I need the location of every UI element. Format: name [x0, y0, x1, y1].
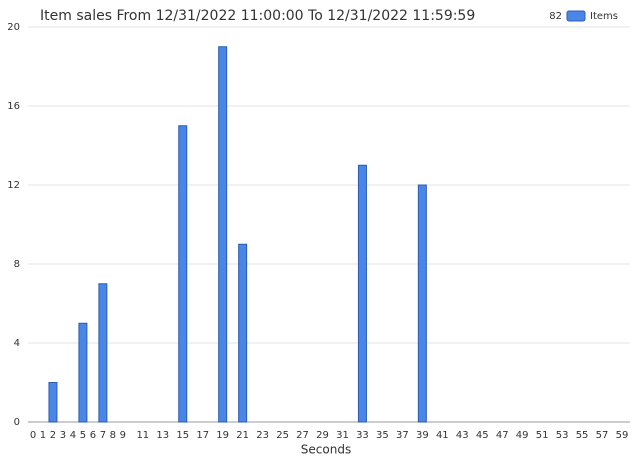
x-tick-label: 57: [596, 430, 609, 441]
bar: [218, 46, 228, 423]
y-tick-label: 12: [7, 180, 20, 191]
x-tick-label: 59: [616, 430, 629, 441]
y-tick-label: 16: [7, 101, 20, 112]
x-tick-label: 3: [60, 430, 66, 441]
x-tick-label: 4: [70, 430, 76, 441]
bar: [178, 125, 188, 423]
x-tick-label: 15: [176, 430, 189, 441]
y-tick-label: 8: [14, 259, 20, 270]
x-tick-label: 27: [296, 430, 309, 441]
legend-label: Items: [590, 11, 618, 22]
x-tick-label: 31: [336, 430, 349, 441]
legend-total: 82: [549, 11, 562, 22]
x-tick-label: 33: [356, 430, 369, 441]
x-tick-label: 13: [156, 430, 169, 441]
bar: [417, 184, 427, 423]
legend-swatch: [566, 10, 586, 22]
x-tick-label: 39: [416, 430, 429, 441]
x-tick-label: 11: [136, 430, 149, 441]
y-tick-label: 20: [7, 22, 20, 33]
bar: [357, 164, 367, 423]
x-tick-label: 23: [256, 430, 269, 441]
x-tick-label: 55: [576, 430, 589, 441]
x-tick-label: 29: [316, 430, 329, 441]
chart-title: Item sales From 12/31/2022 11:00:00 To 1…: [40, 8, 475, 24]
y-tick-label: 4: [14, 338, 20, 349]
x-tick-label: 9: [120, 430, 126, 441]
x-tick-label: 17: [196, 430, 209, 441]
x-tick-label: 25: [276, 430, 289, 441]
y-tick-label: 0: [14, 417, 20, 428]
x-tick-label: 43: [456, 430, 469, 441]
x-tick-label: 47: [496, 430, 509, 441]
x-tick-label: 0: [30, 430, 36, 441]
x-tick-label: 2: [50, 430, 56, 441]
x-tick-label: 35: [376, 430, 389, 441]
x-tick-label: 21: [236, 430, 249, 441]
bar: [238, 243, 248, 423]
x-tick-label: 19: [216, 430, 229, 441]
x-tick-label: 51: [536, 430, 549, 441]
bar: [98, 283, 108, 423]
x-tick-label: 41: [436, 430, 449, 441]
x-tick-label: 7: [100, 430, 106, 441]
bar: [48, 382, 58, 423]
x-tick-label: 37: [396, 430, 409, 441]
x-tick-label: 8: [110, 430, 116, 441]
x-tick-label: 53: [556, 430, 569, 441]
x-tick-label: 5: [80, 430, 86, 441]
x-tick-label: 1: [40, 430, 46, 441]
x-axis-label: Seconds: [301, 443, 351, 457]
bar: [78, 322, 88, 423]
x-tick-label: 45: [476, 430, 489, 441]
x-tick-label: 6: [90, 430, 96, 441]
x-tick-label: 49: [516, 430, 529, 441]
